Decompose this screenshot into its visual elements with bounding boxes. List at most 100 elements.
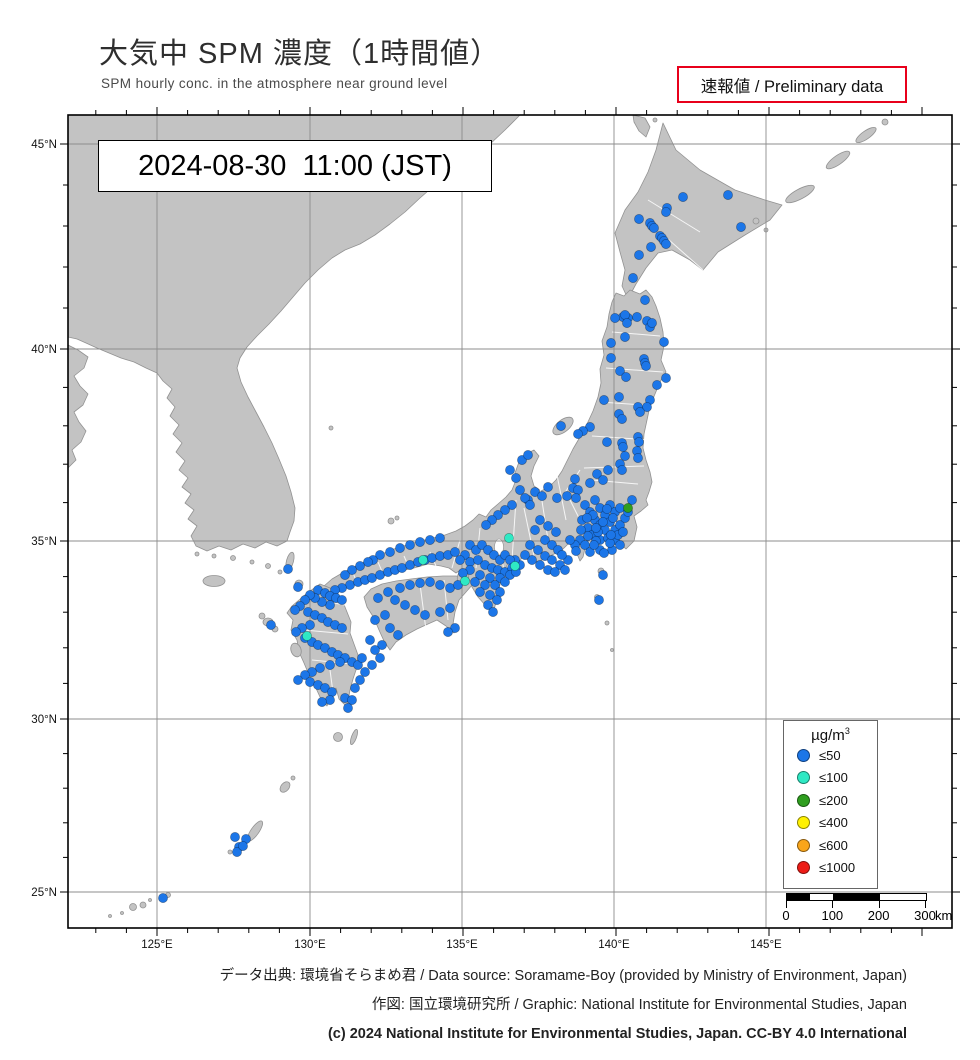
station-dot (347, 565, 357, 575)
legend-item-label: ≤400 (819, 815, 848, 831)
scale-bar-ticks (786, 901, 926, 908)
station-dot (290, 605, 300, 615)
station-dot (525, 540, 535, 550)
station-dot (483, 600, 493, 610)
station-dot (293, 675, 303, 685)
station-dot (551, 527, 561, 537)
station-dot (585, 422, 595, 432)
legend-items: ≤50 ≤100 ≤200 ≤400 ≤600 ≤1000 (784, 744, 877, 879)
station-dot (585, 478, 595, 488)
station-dot (365, 635, 375, 645)
station-dot (450, 547, 460, 557)
station-dot (580, 500, 590, 510)
svg-text:35°N: 35°N (31, 536, 57, 548)
station-dot (562, 491, 572, 501)
station-dot (530, 525, 540, 535)
station-dot (634, 214, 644, 224)
station-dot (535, 560, 545, 570)
station-dot (661, 239, 671, 249)
japan-spm-map: 45°N 40°N 35°N 30°N 25°N 125°E 130°E 135°E 140°E… (31, 107, 960, 951)
station-dot (395, 583, 405, 593)
station-dot (317, 597, 327, 607)
station-dot (520, 550, 530, 560)
legend-item-label: ≤100 (819, 770, 848, 786)
station-dot (599, 548, 609, 558)
timestamp-box: 2024-08-30 11:00 (JST) (98, 140, 492, 192)
station-dot (540, 551, 550, 561)
station-dot (599, 395, 609, 405)
station-dot (571, 493, 581, 503)
station-dot (533, 545, 543, 555)
svg-text:135°E: 135°E (446, 939, 478, 951)
station-dot (606, 353, 616, 363)
legend-item-label: ≤50 (819, 747, 841, 763)
scale-bar-labels: 0 100 200 300 km (782, 908, 953, 923)
station-dot (415, 537, 425, 547)
station-dot (420, 610, 430, 620)
station-dot (383, 587, 393, 597)
station-dot (573, 429, 583, 439)
grid-layer (68, 115, 952, 928)
station-dot (480, 580, 490, 590)
station-dot (598, 570, 608, 580)
station-dot (557, 550, 567, 560)
legend-color-dot (797, 838, 810, 852)
station-dot (435, 580, 445, 590)
legend-item: ≤200 (797, 789, 877, 812)
preliminary-data-badge: 速報値 / Preliminary data (677, 66, 907, 103)
continent-landmass (68, 115, 521, 552)
legend-color-dot (797, 816, 810, 830)
station-dot (602, 504, 612, 514)
station-dot (370, 645, 380, 655)
station-dot (425, 577, 435, 587)
station-dot (453, 580, 463, 590)
legend-item: ≤1000 (797, 857, 877, 880)
legend-item: ≤400 (797, 812, 877, 835)
station-dot (450, 623, 460, 633)
station-dot (485, 590, 495, 600)
map-area: 45°N 40°N 35°N 30°N 25°N 125°E 130°E 135°E 140°E… (31, 107, 960, 951)
station-dot (608, 513, 618, 523)
station-dot (583, 531, 593, 541)
jeju-island (202, 575, 226, 587)
station-dot (591, 523, 601, 533)
station-dot (520, 493, 530, 503)
station-dot (317, 697, 327, 707)
station-dot (302, 631, 312, 641)
map-frame (67, 114, 953, 929)
station-dot (360, 667, 370, 677)
station-dot (550, 567, 560, 577)
station-dot (530, 487, 540, 497)
station-dot (350, 683, 360, 693)
station-dot (552, 493, 562, 503)
station-dot (238, 841, 248, 851)
station-dot (320, 643, 330, 653)
station-dot (357, 653, 367, 663)
station-dot (511, 473, 521, 483)
station-dot (614, 392, 624, 402)
sakhalin (632, 115, 651, 138)
station-dot (641, 361, 651, 371)
station-dot (647, 318, 657, 328)
station-dot (634, 250, 644, 260)
station-dot (571, 546, 581, 556)
svg-text:40°N: 40°N (31, 344, 57, 356)
station-dot (617, 414, 627, 424)
station-dot (565, 535, 575, 545)
station-dot (603, 465, 613, 475)
china-coast (68, 344, 89, 469)
station-dot (377, 640, 387, 650)
station-dot (435, 607, 445, 617)
station-dot (405, 580, 415, 590)
station-dot (343, 703, 353, 713)
legend-color-dot (797, 793, 810, 807)
data-source-credit: データ出典: 環境省そらまめ君 / Data source: Soramame-… (219, 968, 907, 984)
station-dot (375, 653, 385, 663)
legend: µg/m3 ≤50 ≤100 ≤200 ≤400 ≤600 ≤1000 (783, 720, 878, 889)
station-dot (527, 555, 537, 565)
station-dot (615, 366, 625, 376)
station-dot (395, 543, 405, 553)
station-dot (335, 657, 345, 667)
station-dot (385, 623, 395, 633)
station-dot (475, 587, 485, 597)
